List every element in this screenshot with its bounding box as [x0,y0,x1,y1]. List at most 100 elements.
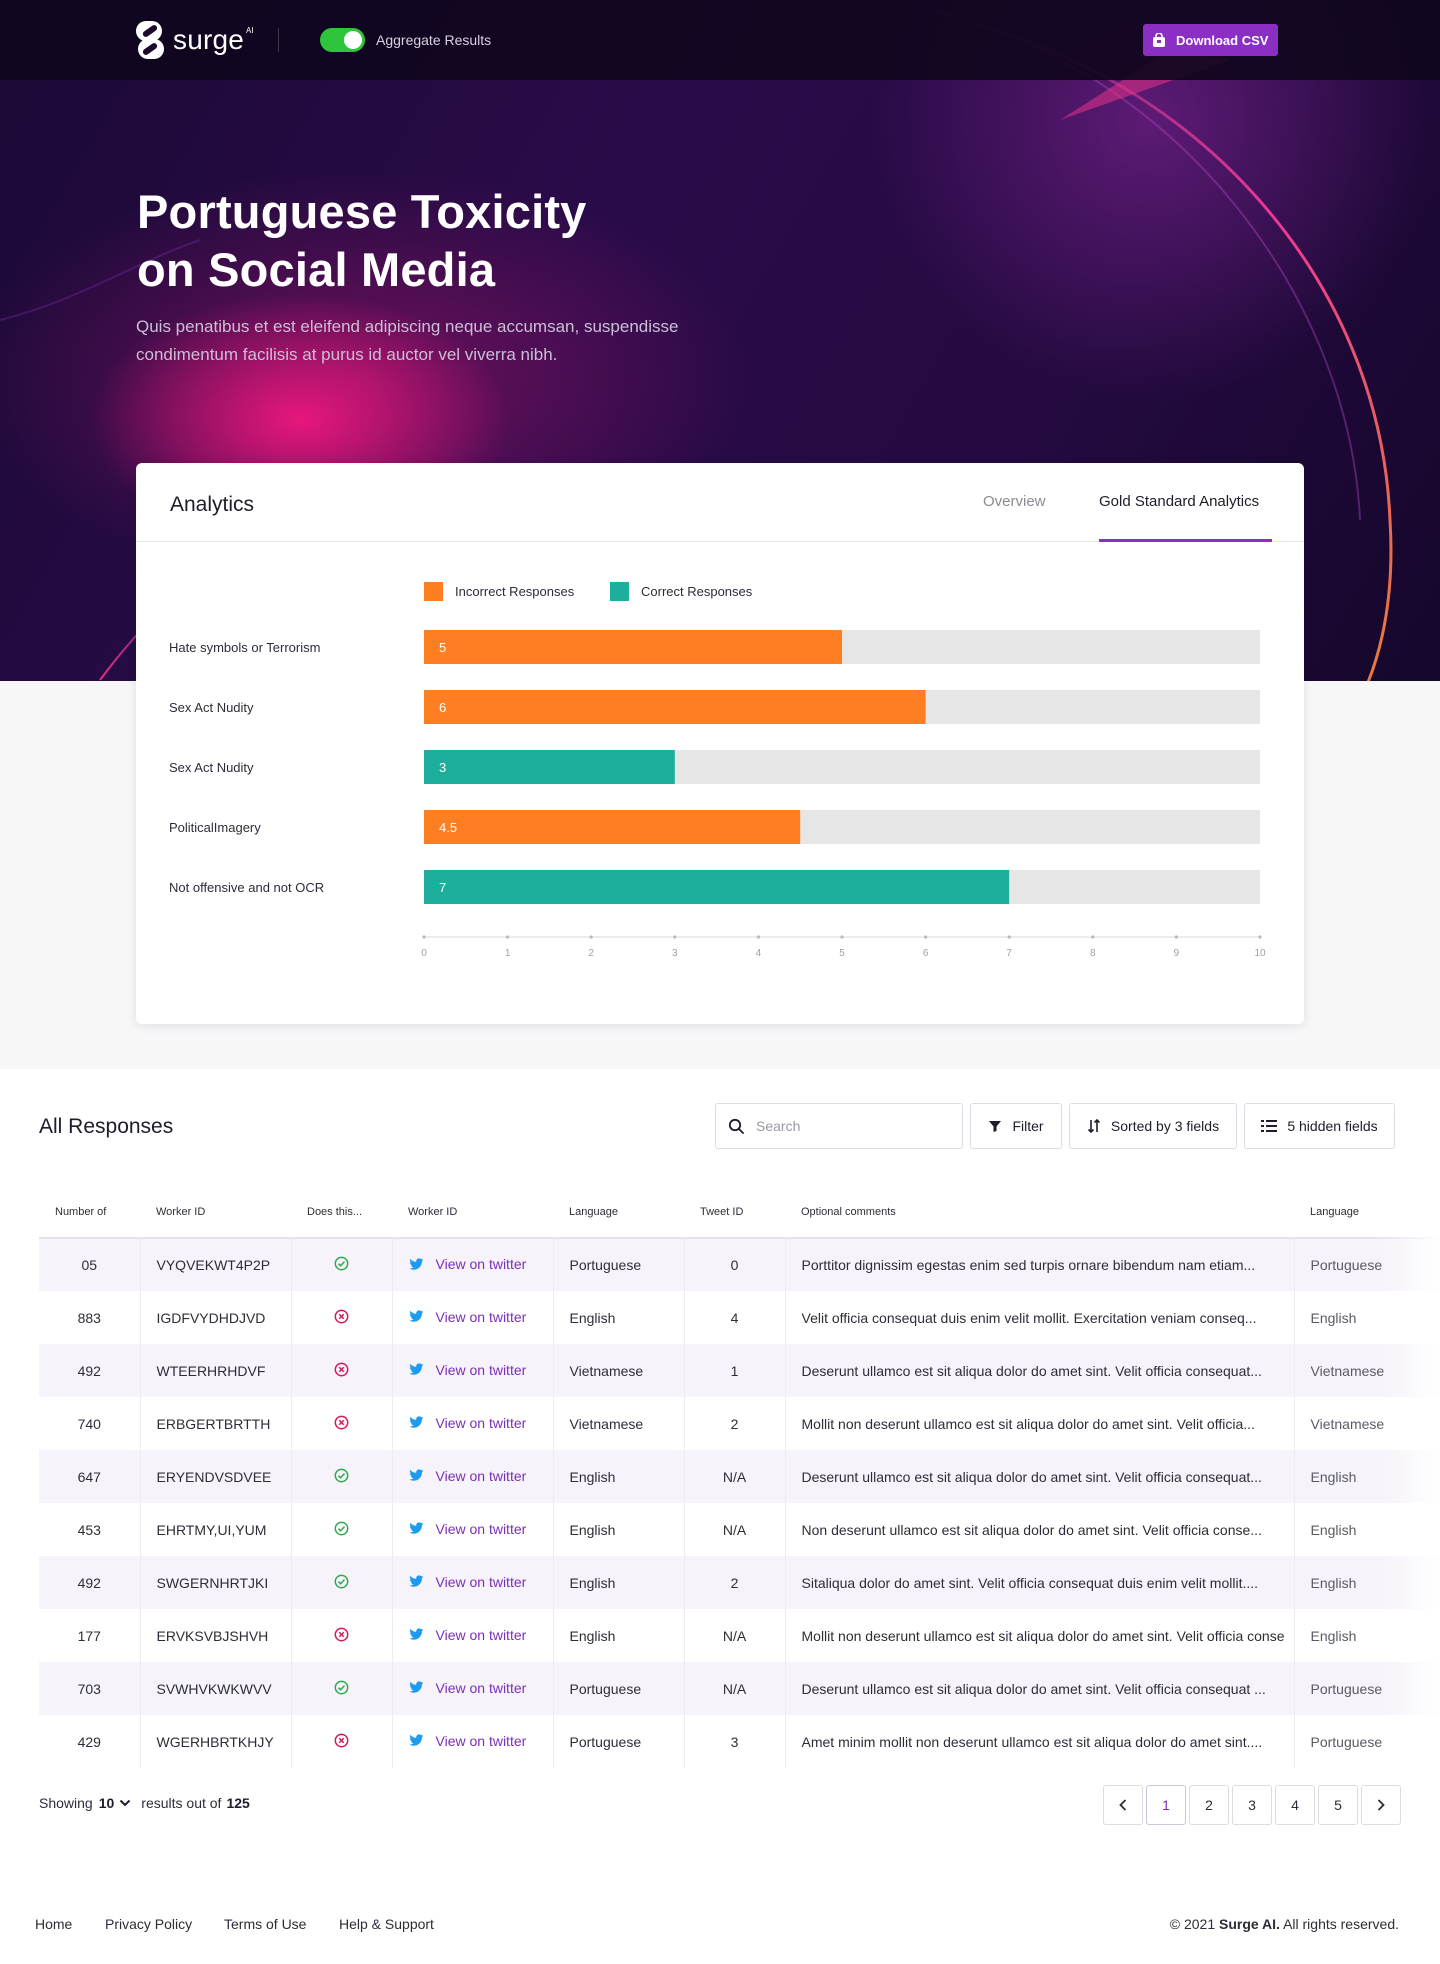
sort-icon [1087,1119,1100,1133]
cell-optional-comment: Mollit non deserunt ullamco est sit aliq… [785,1397,1295,1450]
view-on-twitter-label: View on twitter [435,1520,527,1537]
table-row[interactable]: 647 ERYENDVSDVEE View on twitter English N/A… [39,1450,1440,1503]
check-circle-icon [334,1256,349,1271]
table-row[interactable]: 429 WGERHBRTKHJY View on twitter Portuguese… [39,1715,1440,1768]
page-title-line-1: Portuguese Toxicity [137,185,587,238]
table-row[interactable]: 177 ERVKSVBJSHVH View on twitter English N/A… [39,1609,1440,1662]
copyright-suffix: All rights reserved. [1283,1916,1399,1932]
twitter-icon [408,1628,423,1640]
view-on-twitter-link[interactable]: View on twitter [408,1680,526,1696]
tab-gold-standard-analytics[interactable]: Gold Standard Analytics [1099,493,1260,510]
page-button-2[interactable]: 2 [1189,1785,1229,1825]
twitter-icon [408,1522,423,1534]
x-tick-label: 7 [1006,948,1012,959]
table-row[interactable]: 453 EHRTMY,UI,YUM View on twitter English N/… [39,1503,1440,1556]
column-header-does-this[interactable]: Does this... [291,1186,392,1239]
cell-worker-id: SVWHVKWKWVV [140,1662,292,1715]
check-circle-icon [334,1521,349,1535]
cell-tweet-link: View on twitter [392,1291,554,1344]
twitter-icon [408,1416,423,1428]
view-on-twitter-link[interactable]: View on twitter [408,1468,526,1484]
chevron-down-icon [120,1799,131,1807]
column-header-language[interactable]: Language [553,1186,684,1239]
view-on-twitter-link[interactable]: View on twitter [408,1309,526,1325]
surge-logo[interactable]: surge AI [134,18,254,62]
cell-optional-comment: Non deserunt ullamco est sit aliqua dolo… [785,1503,1295,1556]
page-size-select[interactable]: 10 [99,1795,132,1811]
column-header-number[interactable]: Number of [39,1186,140,1239]
copyright-brand: Surge AI. [1219,1916,1280,1932]
cell-tweet-id: 0 [684,1238,786,1291]
view-on-twitter-link[interactable]: View on twitter [408,1256,526,1272]
x-axis-tick [1091,935,1095,939]
cell-tweet-id: 4 [684,1291,786,1344]
cell-language-2: English [1294,1450,1440,1503]
cell-tweet-id: N/A [684,1609,786,1662]
page-button-4[interactable]: 4 [1275,1785,1315,1825]
cell-status [291,1662,393,1715]
responses-table-container: Number of Worker ID Does this... Worker … [39,1186,1440,1768]
cell-tweet-link: View on twitter [392,1397,554,1450]
tab-overview[interactable]: Overview [983,493,1046,510]
view-on-twitter-link[interactable]: View on twitter [408,1733,526,1749]
cell-worker-id: WGERHBRTKHJY [140,1715,292,1768]
cell-number: 492 [39,1556,141,1609]
column-header-optional-comments[interactable]: Optional comments [785,1186,1294,1239]
copyright-prefix: © 2021 [1169,1916,1216,1932]
bar [424,750,675,784]
view-on-twitter-link[interactable]: View on twitter [408,1627,526,1643]
column-header-worker-id-2[interactable]: Worker ID [392,1186,553,1239]
table-row[interactable]: 703 SVWHVKWKWVV View on twitter Portuguese N… [39,1662,1440,1715]
filter-icon [989,1121,1002,1132]
check-circle-icon [334,1468,349,1482]
table-row[interactable]: 883 IGDFVYDHDJVD View on twitter English 4 Ve… [39,1291,1440,1344]
page-button-3[interactable]: 3 [1232,1785,1272,1825]
search-input[interactable] [756,1118,956,1134]
aggregate-results-toggle[interactable] [320,28,365,52]
column-header-worker-id[interactable]: Worker ID [140,1186,291,1239]
footer-link-privacy-policy[interactable]: Privacy Policy [105,1916,193,1932]
cell-worker-id: ERVKSVBJSHVH [140,1609,292,1662]
hidden-fields-button[interactable]: 5 hidden fields [1244,1103,1395,1149]
table-row[interactable]: 492 SWGERNHRTJKI View on twitter English 2 Si… [39,1556,1440,1609]
cell-status [291,1450,393,1503]
page-button-5[interactable]: 5 [1318,1785,1358,1825]
prev-page-button[interactable] [1103,1785,1143,1825]
legend-swatch-correct [610,582,629,601]
page-button-1[interactable]: 1 [1146,1785,1186,1825]
page-title-line-2: on Social Media [137,243,496,296]
page-size-value: 10 [98,1795,115,1811]
cell-language: Vietnamese [553,1397,685,1450]
legend-label-correct: Correct Responses [641,584,753,599]
page-title: Portuguese Toxicity on Social Media [137,183,837,299]
cell-number: 492 [39,1344,141,1397]
view-on-twitter-link[interactable]: View on twitter [408,1362,526,1378]
search-box[interactable] [715,1103,963,1149]
next-page-button[interactable] [1361,1785,1401,1825]
view-on-twitter-link[interactable]: View on twitter [408,1520,527,1537]
footer-link-help-support[interactable]: Help & Support [339,1916,434,1932]
cell-language: English [553,1450,685,1503]
cell-tweet-id: N/A [684,1503,786,1556]
table-row[interactable]: 740 ERBGERTBRTTH View on twitter Vietnamese… [39,1397,1440,1450]
column-header-language-2[interactable]: Language [1294,1186,1440,1239]
filter-button[interactable]: Filter [970,1103,1062,1149]
cell-status [291,1715,393,1768]
column-header-tweet-id[interactable]: Tweet ID [684,1186,785,1239]
x-axis-tick [924,935,928,939]
cell-language: English [553,1609,685,1662]
bar-category-label: Not offensive and not OCR [169,880,324,895]
footer-link-home[interactable]: Home [35,1916,73,1932]
x-axis-tick [840,935,844,939]
legend-item-incorrect: Incorrect Responses [424,582,574,601]
cell-status [291,1556,393,1609]
sort-button[interactable]: Sorted by 3 fields [1069,1103,1237,1149]
footer-link-terms-of-use[interactable]: Terms of Use [224,1916,307,1932]
cell-language-2: English [1294,1291,1440,1344]
check-circle-icon [334,1680,349,1694]
view-on-twitter-link[interactable]: View on twitter [408,1574,526,1590]
download-csv-button[interactable]: Download CSV [1143,24,1278,56]
table-row[interactable]: 05 VYQVEKWT4P2P View on twitter Portuguese 0… [39,1238,1440,1291]
table-row[interactable]: 492 WTEERHRHDVF View on twitter Vietnamese 1… [39,1344,1440,1397]
view-on-twitter-link[interactable]: View on twitter [408,1415,526,1431]
